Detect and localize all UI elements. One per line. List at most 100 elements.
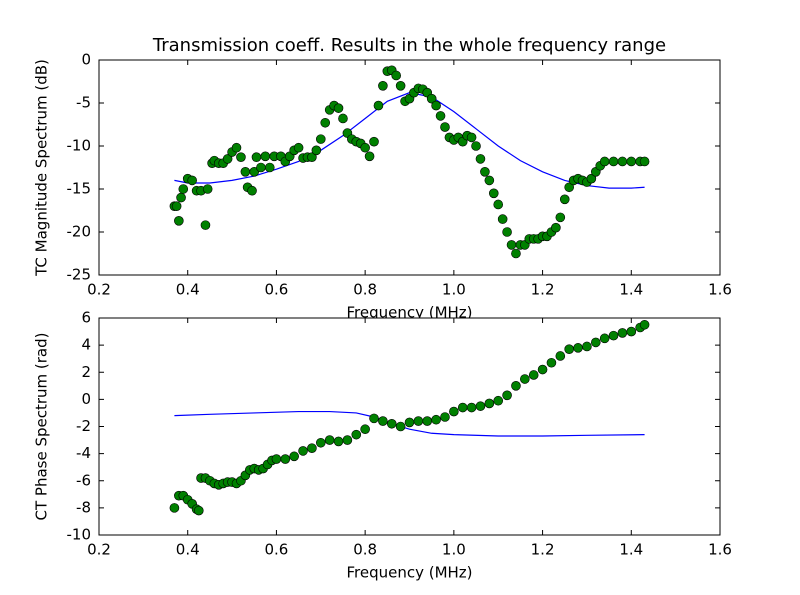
data-point: [431, 100, 441, 111]
data-point: [280, 454, 291, 464]
y-tick-label: -6: [76, 471, 91, 489]
data-point: [194, 505, 204, 516]
data-point: [586, 173, 597, 184]
x-tick-label: 1.6: [708, 541, 732, 559]
y-tick-label: 0: [81, 51, 91, 69]
data-point: [395, 421, 406, 432]
x-tick-label: 0.6: [264, 541, 288, 559]
data-point: [440, 122, 450, 132]
data-point: [466, 402, 477, 413]
data-point: [564, 182, 574, 193]
data-point: [484, 175, 495, 186]
data-point: [386, 418, 397, 429]
data-point: [342, 435, 353, 445]
y-tick-label: 2: [81, 363, 91, 381]
data-point: [391, 70, 401, 81]
data-point: [599, 333, 610, 344]
data-point: [582, 341, 592, 352]
data-point: [488, 188, 499, 199]
data-point: [497, 214, 508, 224]
data-point: [590, 337, 601, 348]
data-point: [360, 424, 370, 435]
data-point: [315, 134, 326, 144]
data-point: [537, 364, 548, 375]
data-point: [320, 117, 331, 128]
data-point: [315, 437, 326, 448]
data-point: [251, 152, 262, 162]
data-point: [169, 503, 180, 513]
data-point: [395, 81, 406, 91]
data-point: [608, 156, 619, 167]
data-point: [617, 328, 628, 338]
y-tick-label: -25: [67, 266, 92, 284]
data-point: [200, 220, 211, 230]
data-point: [378, 81, 388, 91]
x-axis-label: Frequency (MHz): [346, 564, 472, 582]
data-point: [608, 330, 619, 341]
data-point: [520, 374, 530, 384]
data-point: [249, 167, 260, 177]
data-point: [475, 401, 486, 411]
data-point: [307, 152, 317, 162]
data-point: [260, 151, 271, 162]
data-point: [559, 194, 570, 205]
data-point: [626, 326, 637, 337]
data-point: [176, 192, 186, 203]
data-point: [171, 201, 182, 211]
data-point: [546, 357, 557, 368]
data-point: [564, 344, 574, 354]
data-point: [311, 145, 322, 156]
data-point: [502, 227, 512, 237]
chart-title: Transmission coeff. Results in the whole…: [152, 35, 666, 56]
data-point: [617, 156, 628, 167]
data-point: [506, 240, 517, 250]
x-tick-label: 0.4: [176, 541, 200, 559]
plot-marks: [169, 319, 650, 516]
data-point: [555, 351, 566, 361]
data-point: [551, 222, 561, 233]
x-tick-label: 0.2: [87, 541, 111, 559]
y-tick-label: 4: [81, 336, 91, 354]
data-point: [484, 398, 495, 409]
y-tick-label: -10: [67, 137, 92, 155]
data-point: [187, 175, 197, 186]
data-point: [639, 156, 650, 167]
data-point: [599, 156, 610, 167]
data-point: [480, 167, 490, 177]
x-tick-label: 1.0: [442, 281, 466, 299]
x-axis-label: Frequency (MHz): [346, 304, 472, 322]
x-tick-label: 1.4: [619, 541, 643, 559]
x-tick-label: 1.2: [531, 281, 555, 299]
data-point: [573, 343, 583, 353]
data-point: [466, 132, 477, 143]
data-point: [333, 103, 344, 113]
x-tick-label: 0.6: [264, 281, 288, 299]
x-tick-label: 1.6: [708, 281, 732, 299]
data-point: [293, 142, 304, 153]
data-point: [493, 395, 504, 406]
y-tick-label: 0: [81, 390, 91, 408]
data-point: [555, 212, 566, 223]
data-point: [369, 136, 379, 147]
data-point: [457, 402, 468, 413]
y-axis-label: CT Phase Spectrum (rad): [33, 333, 51, 521]
data-point: [231, 142, 242, 153]
data-point: [298, 446, 308, 456]
data-point: [626, 156, 637, 167]
axes-frame: [98, 59, 721, 276]
x-tick-label: 0.4: [176, 281, 200, 299]
y-tick-label: -5: [76, 94, 91, 112]
y-tick-label: 6: [81, 309, 91, 327]
data-point: [264, 162, 275, 173]
data-point: [236, 152, 246, 162]
data-point: [639, 319, 650, 330]
data-point: [271, 454, 282, 464]
x-tick-label: 0.8: [353, 281, 377, 299]
data-point: [256, 162, 266, 173]
data-point: [222, 154, 233, 164]
y-axis-label: TC Magnitude Spectrum (dB): [33, 59, 51, 277]
data-point: [333, 436, 344, 447]
data-point: [373, 100, 384, 111]
data-point: [364, 151, 375, 162]
data-point: [369, 413, 379, 424]
